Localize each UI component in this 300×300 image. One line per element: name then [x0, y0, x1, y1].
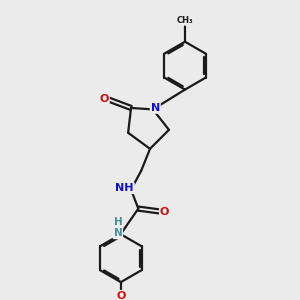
Text: O: O: [160, 206, 169, 217]
Text: O: O: [100, 94, 109, 104]
Text: N: N: [151, 103, 160, 113]
Text: CH₃: CH₃: [177, 16, 193, 25]
Text: NH: NH: [116, 183, 134, 193]
Text: H
N: H N: [113, 217, 122, 239]
Text: O: O: [116, 291, 125, 300]
